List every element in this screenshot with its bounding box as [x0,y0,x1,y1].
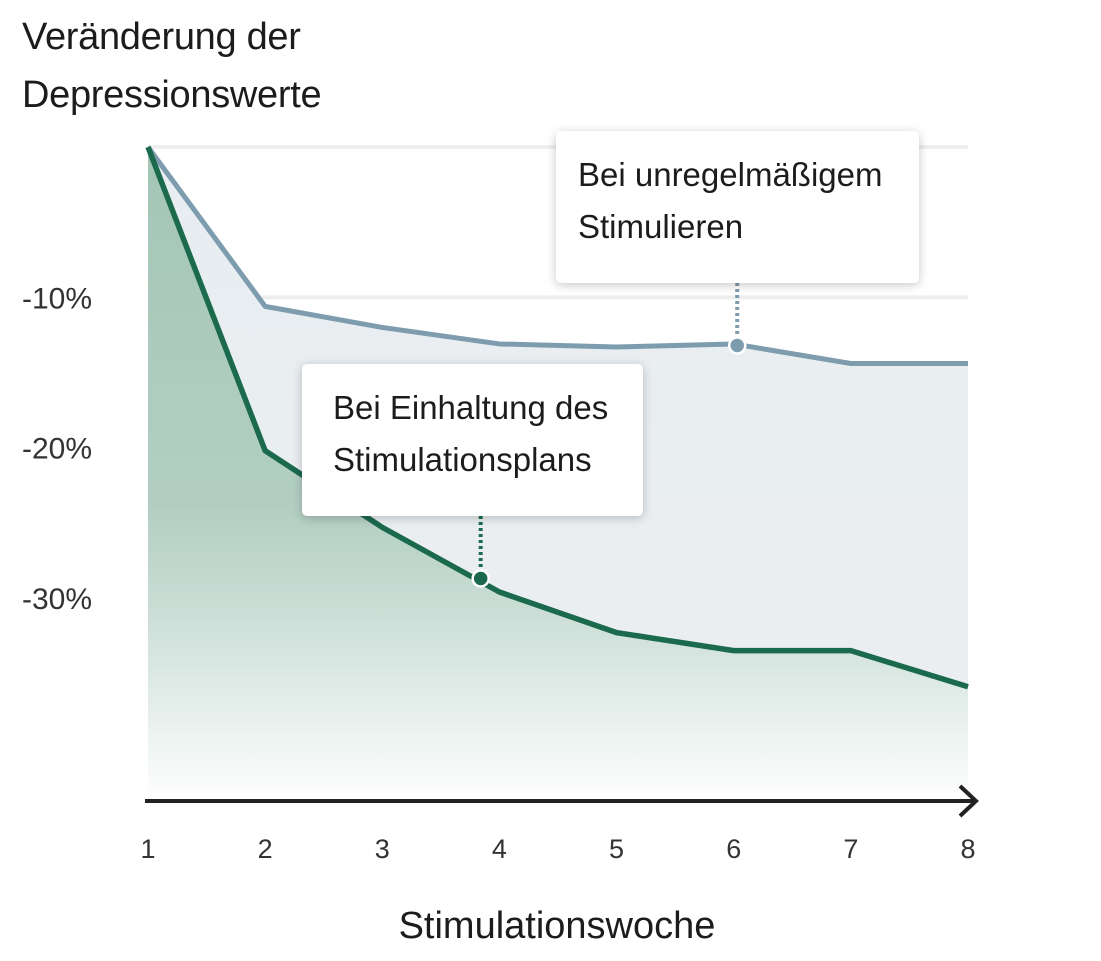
line-layer [145,145,969,690]
x-axis-label: Stimulationswoche [399,905,716,947]
annotation-adherence-line-1: Bei Einhaltung des [333,389,609,426]
series-area-adherence [148,147,968,801]
x-tick-label: 4 [492,834,507,864]
annotation-irregular-line-1: Bei unregelmäßigem [578,156,883,193]
series-line-irregular [145,145,968,366]
x-tick-label: 8 [960,834,975,864]
x-tick-label: 7 [843,834,858,864]
x-axis [145,784,979,818]
chart-title: Veränderung der Depressionswerte [22,16,322,116]
x-axis-arrow [958,784,979,818]
annotation-point [727,336,747,355]
annotation-irregular: Bei unregelmäßigem Stimulieren [556,131,919,283]
x-tick-label: 5 [609,834,624,864]
y-tick-label: -10% [22,282,92,315]
x-tick-label: 6 [726,834,741,864]
y-tick-label: -30% [22,583,92,616]
y-tick-label: -20% [22,433,92,466]
series-line-adherence [145,146,969,690]
tick-layer: -10% -20% -30% 1 2 3 4 5 6 7 8 [22,282,976,864]
annotation-point [471,569,490,588]
annotation-adherence-line-2: Stimulationsplans [333,441,592,478]
marker-layer [471,283,747,588]
x-tick-label: 3 [375,834,390,864]
annotation-adherence: Bei Einhaltung des Stimulationsplans [302,364,643,516]
x-tick-label: 1 [140,834,155,864]
annotation-irregular-line-2: Stimulieren [578,208,744,245]
x-tick-label: 2 [258,834,273,864]
